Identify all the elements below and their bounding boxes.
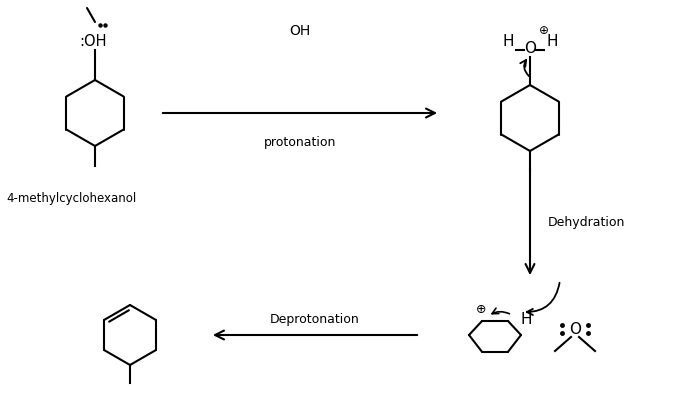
Text: OH: OH — [289, 24, 311, 38]
Text: ⊕: ⊕ — [539, 24, 549, 38]
Text: :OH: :OH — [79, 34, 106, 50]
Text: protonation: protonation — [264, 136, 336, 149]
Text: H: H — [546, 34, 558, 49]
Text: Dehydration: Dehydration — [548, 216, 625, 228]
Text: Deprotonation: Deprotonation — [270, 312, 360, 325]
Text: ⊕: ⊕ — [476, 303, 486, 316]
Text: O: O — [524, 41, 536, 56]
Text: H: H — [503, 34, 514, 49]
Text: H: H — [520, 312, 532, 327]
Text: 4-methylcyclohexanol: 4-methylcyclohexanol — [6, 192, 136, 205]
Text: O: O — [569, 322, 581, 337]
